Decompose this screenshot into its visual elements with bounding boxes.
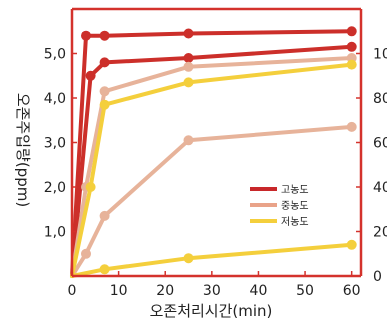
data-point-3-1 [81,248,91,259]
data-point-0-1 [81,30,91,41]
data-point-1-3 [183,53,194,63]
y-right-tick-label-4: 80 [373,91,387,107]
x-tick-label-0: 0 [68,283,77,299]
x-tick-label-4: 40 [250,283,268,299]
data-point-4-2 [99,99,110,110]
data-point-5-1 [99,264,110,275]
plot-background [72,9,361,276]
data-point-4-4 [346,59,357,70]
y-right-tick-label-3: 60 [373,136,387,152]
y-right-tick-label-1: 20 [373,225,387,241]
data-point-0-3 [183,28,194,39]
data-point-3-4 [346,121,357,132]
ticks-layer: 0 10 20 30 40 50 60 1,0 2,0 3,0 4,0 5,0 0 20 40 60 80 100 [44,47,387,300]
legend-label-2: 저농도 [281,216,309,228]
x-axis-title: 오존처리시간(min) [150,302,273,320]
data-point-5-3 [346,239,357,250]
data-point-5-2 [183,253,194,264]
x-tick-label-3: 30 [203,283,221,299]
data-point-0-2 [99,30,110,41]
data-point-2-3 [183,61,194,72]
y-right-tick-label-2: 40 [373,180,387,196]
series-layer [70,26,357,278]
y-left-tick-label-2: 3,0 [44,136,66,152]
data-point-0-4 [346,26,357,37]
y-right-tick-label-5: 100 [373,47,387,63]
x-tick-label-5: 50 [296,283,314,299]
y-axis-title-left: 오존주입량(ppm) [14,93,32,207]
y-left-tick-label-0: 1,0 [44,225,66,241]
x-tick-label-1: 10 [110,283,128,299]
data-point-2-2 [99,86,110,97]
x-tick-label-2: 20 [156,283,174,299]
series-line-5 [70,242,354,278]
y-left-tick-label-1: 2,0 [44,180,66,196]
y-left-tick-label-3: 4,0 [44,91,66,107]
data-point-1-1 [85,70,96,81]
legend-label-1: 중농도 [281,200,309,212]
legend-label-0: 고농도 [281,184,309,196]
x-tick-label-6: 60 [343,283,361,299]
data-point-1-4 [346,41,357,52]
plot-area [72,9,361,276]
data-point-3-2 [99,210,110,221]
y-left-tick-label-4: 5,0 [44,47,66,63]
data-point-4-1 [85,182,96,192]
data-point-1-2 [99,57,110,68]
data-point-3-3 [183,135,194,146]
data-point-4-3 [183,77,194,88]
y-right-tick-label-0: 0 [373,269,382,285]
